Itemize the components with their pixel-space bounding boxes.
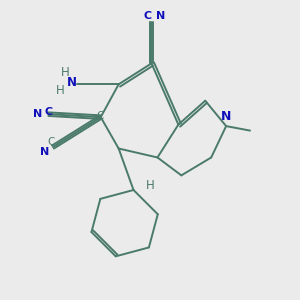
- Text: N: N: [156, 11, 166, 21]
- Text: C: C: [44, 107, 52, 117]
- Text: N: N: [33, 109, 43, 118]
- Text: C: C: [96, 111, 104, 121]
- Text: N: N: [68, 76, 77, 89]
- Text: C: C: [48, 136, 55, 147]
- Text: N: N: [40, 147, 49, 158]
- Text: H: H: [56, 84, 65, 98]
- Text: H: H: [61, 67, 70, 80]
- Text: N: N: [221, 110, 232, 123]
- Text: C: C: [144, 11, 152, 21]
- Text: H: H: [146, 179, 154, 192]
